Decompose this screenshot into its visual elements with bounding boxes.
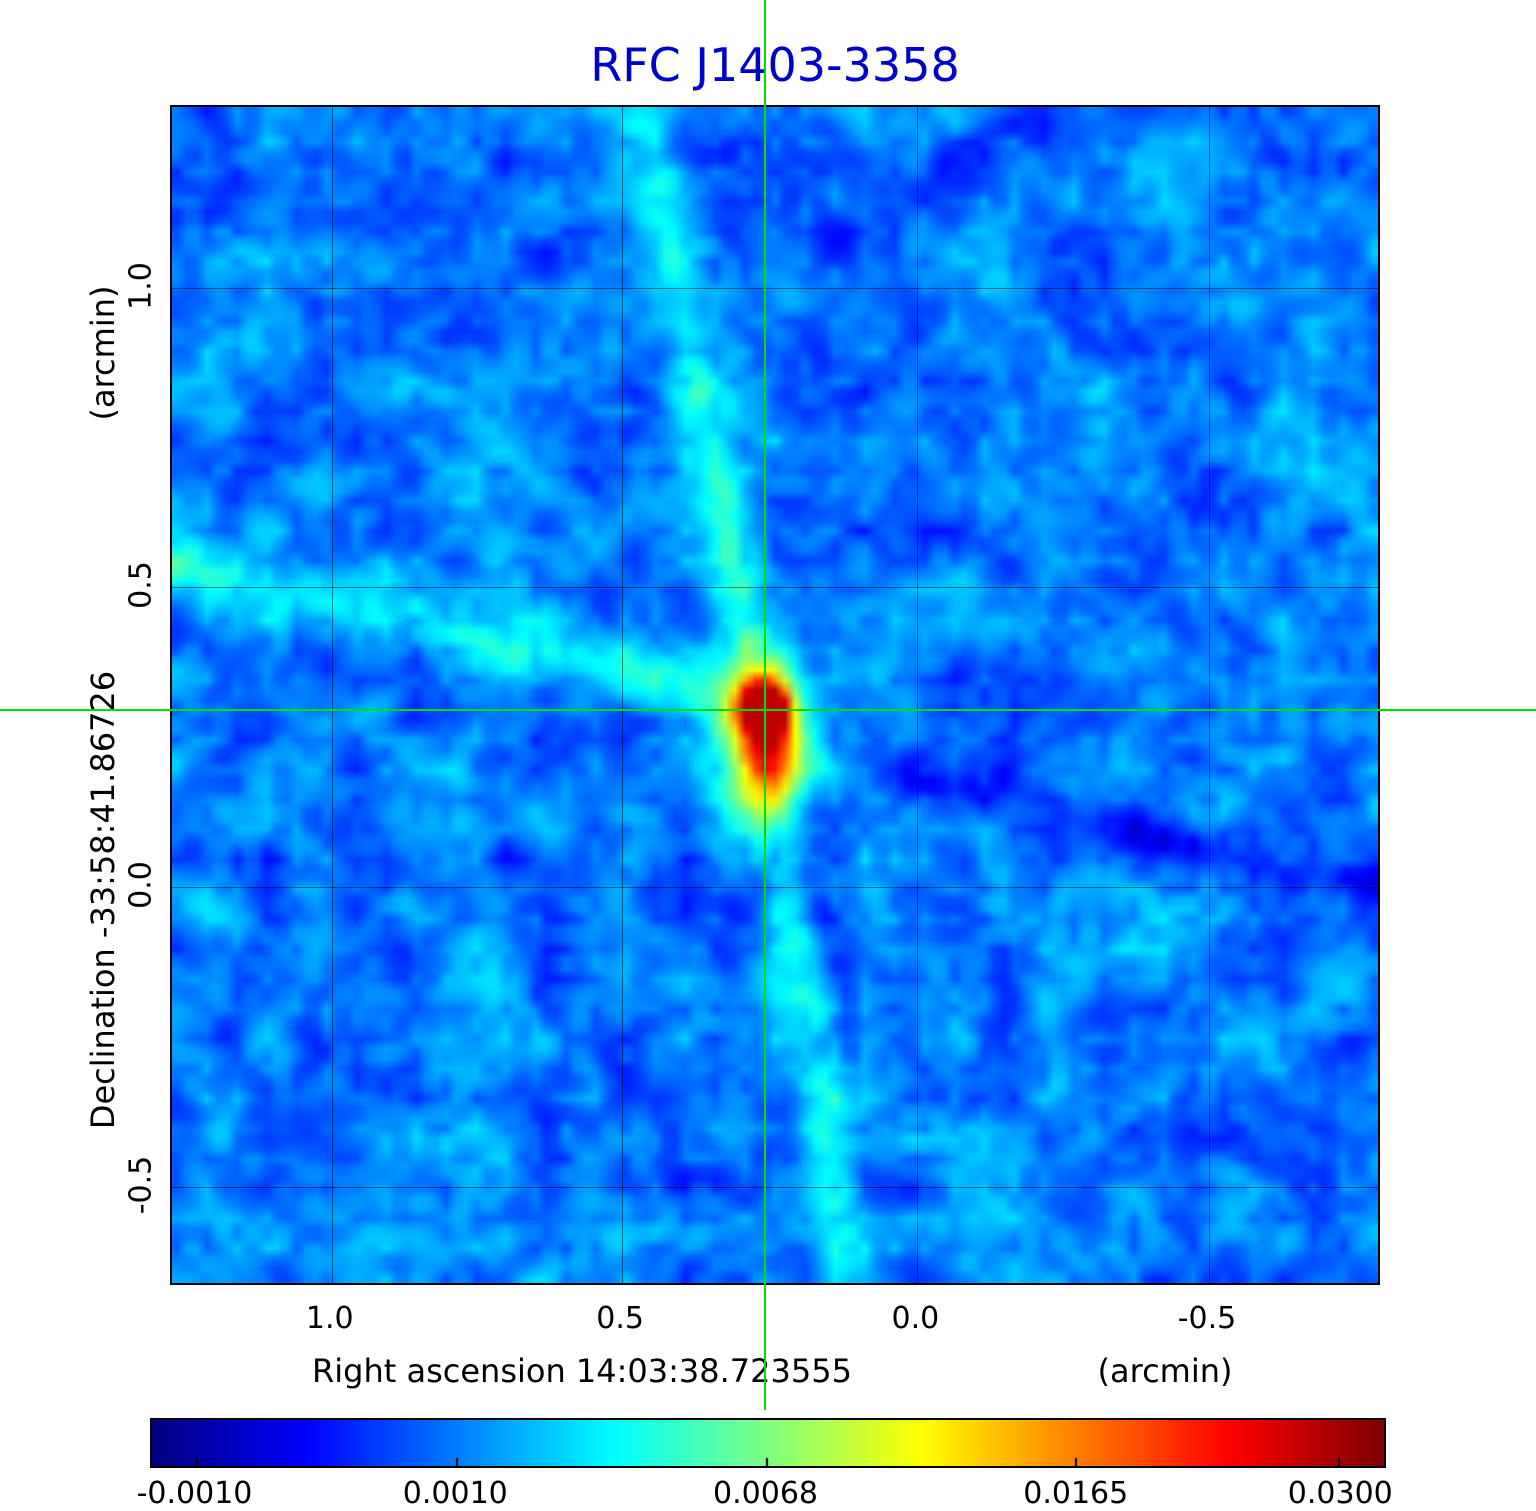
colorbar-gradient bbox=[152, 1420, 1384, 1466]
gridline-vertical bbox=[1208, 107, 1210, 1283]
y-tick-label: 1.0 bbox=[123, 261, 159, 310]
colorbar bbox=[150, 1418, 1386, 1468]
colorbar-tick-label: -0.0010 bbox=[136, 1476, 253, 1511]
x-tick-label: -0.5 bbox=[1177, 1301, 1237, 1336]
crosshair-vertical-line bbox=[764, 0, 767, 1410]
gridline-vertical bbox=[331, 107, 333, 1283]
x-tick-label: 1.0 bbox=[305, 1301, 354, 1336]
gridline-vertical bbox=[917, 107, 919, 1283]
x-tick-label: 0.0 bbox=[891, 1301, 940, 1336]
gridline-horizontal bbox=[172, 587, 1378, 589]
colorbar-tick-label: 0.0300 bbox=[1287, 1476, 1393, 1511]
sky-map-plot-area bbox=[170, 105, 1380, 1285]
x-axis-title: Right ascension 14:03:38.723555 bbox=[312, 1352, 852, 1390]
y-axis-unit-label: (arcmin) bbox=[84, 285, 122, 421]
y-axis-title: Declination -33:58:41.86726 bbox=[84, 670, 122, 1130]
x-tick-label: 0.5 bbox=[596, 1301, 644, 1336]
gridline-horizontal bbox=[172, 886, 1378, 888]
x-axis-unit-label: (arcmin) bbox=[1097, 1352, 1233, 1390]
radio-intensity-heatmap bbox=[172, 107, 1378, 1283]
gridline-vertical bbox=[622, 107, 624, 1283]
colorbar-tick-label: 0.0165 bbox=[1023, 1476, 1129, 1511]
gridline-horizontal bbox=[172, 287, 1378, 289]
crosshair-horizontal-line bbox=[0, 709, 1536, 712]
chart-title: RFC J1403-3358 bbox=[590, 38, 960, 92]
y-tick-label: 0.5 bbox=[123, 561, 159, 610]
gridline-horizontal bbox=[172, 1186, 1378, 1188]
colorbar-tick-label: 0.0068 bbox=[713, 1476, 819, 1511]
colorbar-tick-label: 0.0010 bbox=[402, 1476, 508, 1511]
y-tick-label: 0.0 bbox=[123, 861, 159, 909]
y-tick-label: -0.5 bbox=[123, 1155, 159, 1214]
